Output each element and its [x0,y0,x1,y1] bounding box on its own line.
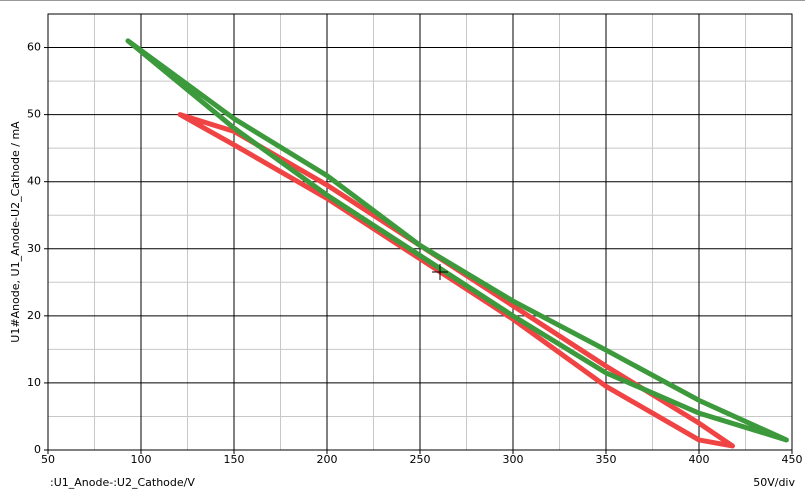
x-tick-label: 250 [410,453,431,466]
y-tick-label: 10 [27,376,41,389]
y-tick-label: 0 [34,443,41,456]
x-tick-label: 350 [596,453,617,466]
y-tick-label: 40 [27,175,41,188]
x-tick-label: 300 [503,453,524,466]
y-tick-label: 30 [27,242,41,255]
series-line [177,112,735,449]
x-axis-label: :U1_Anode-:U2_Cathode/V [50,476,195,489]
y-tick-label: 60 [27,41,41,54]
y-axis-label: U1#Anode, U1_Anode-U2_Cathode / mA [9,121,22,343]
scale-label: 50V/div [753,476,795,489]
x-tick-label: 50 [41,453,55,466]
x-tick-label: 450 [782,453,803,466]
x-tick-label: 100 [131,453,152,466]
x-tick-label: 400 [689,453,710,466]
x-tick-label: 150 [224,453,245,466]
series-line [125,38,789,443]
x-tick-label: 200 [317,453,338,466]
cursor [432,264,448,280]
y-tick-label: 20 [27,309,41,322]
y-tick-label: 50 [27,108,41,121]
plot-lines [125,38,789,449]
